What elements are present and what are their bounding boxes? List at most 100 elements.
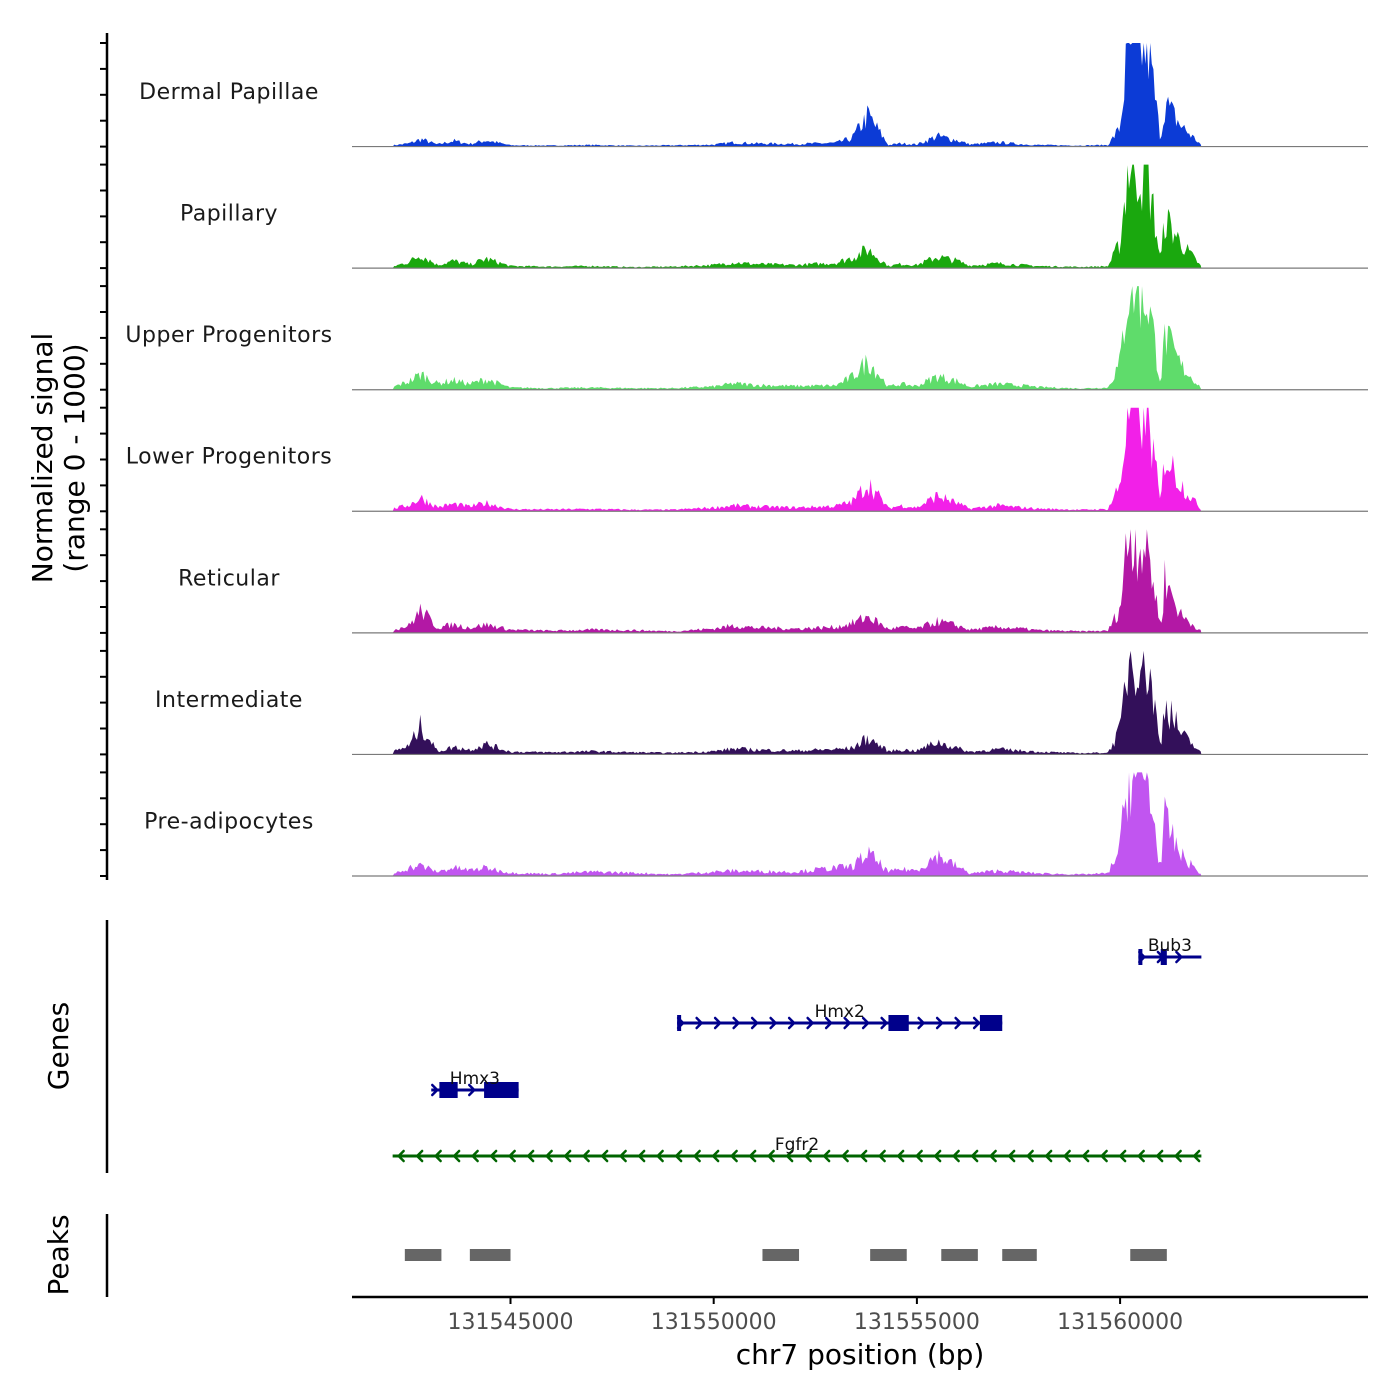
- strand-arrow: [935, 1016, 944, 1030]
- strand-arrow: [917, 1016, 925, 1030]
- coverage-area: [392, 43, 1202, 147]
- strand-arrow: [970, 1149, 979, 1163]
- peak-region: [404, 1249, 442, 1261]
- strand-arrow: [1044, 1149, 1053, 1163]
- strand-arrow: [989, 1149, 997, 1163]
- track-label: Upper Progenitors: [125, 323, 332, 348]
- strand-arrow: [695, 1016, 703, 1030]
- strand-arrow: [804, 1149, 812, 1163]
- track-label: Dermal Papillae: [139, 80, 319, 105]
- strand-arrow: [878, 1149, 886, 1163]
- gene-label: Bub3: [1148, 936, 1192, 956]
- x-tick-label: 131555000: [854, 1310, 980, 1335]
- gene-exon: [439, 1082, 458, 1098]
- y-axis-title-line1: Normalized signal: [26, 333, 59, 584]
- strand-arrow: [1118, 1149, 1127, 1163]
- gene-label: Hmx2: [815, 1002, 865, 1022]
- x-axis: 131545000 131550000 131555000 131560000: [352, 1295, 1368, 1335]
- track-label: Intermediate: [155, 688, 303, 713]
- strand-arrow: [1100, 1149, 1108, 1163]
- coverage-area: [392, 407, 1202, 512]
- strand-arrow: [1007, 1149, 1016, 1163]
- gene-label: Fgfr2: [775, 1135, 819, 1155]
- peak-region: [469, 1249, 511, 1261]
- strand-arrow: [787, 1016, 796, 1030]
- gene-exon: [1160, 949, 1167, 965]
- strand-arrow: [1137, 1149, 1145, 1163]
- peak-track: [404, 1249, 1167, 1261]
- peak-region: [1002, 1249, 1037, 1261]
- strand-arrow: [952, 1149, 960, 1163]
- strand-arrow: [415, 1149, 424, 1163]
- coverage-area: [392, 772, 1202, 876]
- track-reticular: [352, 529, 1368, 634]
- gene-exon: [677, 1015, 682, 1031]
- strand-arrow: [896, 1149, 905, 1163]
- strand-arrow: [1174, 1149, 1182, 1163]
- peak-region: [1130, 1249, 1167, 1261]
- x-tick-label: 131545000: [448, 1310, 574, 1335]
- strand-arrow: [806, 1016, 814, 1030]
- strand-arrow: [972, 1016, 981, 1030]
- peak-region: [870, 1249, 907, 1261]
- track-label: Pre-adipocytes: [144, 809, 314, 834]
- strand-arrow: [582, 1149, 590, 1163]
- coverage-area: [392, 529, 1202, 633]
- strand-arrow: [637, 1149, 646, 1163]
- gene-exon: [484, 1082, 519, 1098]
- coverage-area: [392, 164, 1202, 269]
- strand-arrow: [508, 1149, 516, 1163]
- strand-arrow: [674, 1149, 683, 1163]
- strand-arrow: [467, 1083, 476, 1097]
- strand-arrow: [471, 1149, 479, 1163]
- strand-arrow: [730, 1149, 738, 1163]
- strand-arrow: [748, 1149, 757, 1163]
- strand-arrow: [600, 1149, 609, 1163]
- strand-arrow: [824, 1016, 833, 1030]
- strand-arrow: [785, 1149, 794, 1163]
- track-label: Lower Progenitors: [126, 445, 332, 470]
- track-labels: Dermal Papillae Papillary Upper Progenitor…: [125, 80, 332, 834]
- strand-arrow: [693, 1149, 701, 1163]
- gene-track: Bub3 Hmx2 Hmx3 Fgfr2: [392, 936, 1202, 1163]
- track-upper-progenitors: [352, 286, 1368, 391]
- strand-arrow: [1081, 1149, 1090, 1163]
- left-axes: [100, 33, 109, 1297]
- genes-panel-label: Genes: [42, 1002, 75, 1090]
- strand-arrow: [452, 1149, 461, 1163]
- strand-arrow: [1026, 1149, 1034, 1163]
- strand-arrow: [841, 1149, 849, 1163]
- strand-arrow: [861, 1016, 870, 1030]
- strand-arrow: [656, 1149, 664, 1163]
- strand-arrow: [933, 1149, 942, 1163]
- gene-hmx3: Hmx3: [430, 1069, 519, 1098]
- gene-exon: [888, 1015, 909, 1031]
- gene-exon: [1138, 949, 1143, 965]
- strand-arrow: [880, 1016, 888, 1030]
- peak-region: [762, 1249, 800, 1261]
- x-axis-title: chr7 position (bp): [736, 1338, 985, 1371]
- track-papillary: [352, 164, 1368, 269]
- track-intermediate: [352, 650, 1368, 756]
- strand-arrow: [397, 1149, 405, 1163]
- x-tick-label: 131550000: [651, 1310, 777, 1335]
- strand-arrow: [769, 1016, 777, 1030]
- gene-fgfr2: Fgfr2: [392, 1135, 1202, 1163]
- strand-arrow: [1192, 1149, 1201, 1163]
- strand-arrow: [732, 1016, 740, 1030]
- strand-arrow: [526, 1149, 535, 1163]
- coverage-area: [392, 650, 1202, 755]
- strand-arrow: [767, 1149, 775, 1163]
- gene-exon: [979, 1015, 1003, 1031]
- track-label: Reticular: [178, 566, 280, 591]
- track-pre-adipocytes: [352, 772, 1368, 877]
- strand-arrow: [489, 1149, 498, 1163]
- strand-arrow: [711, 1149, 720, 1163]
- strand-arrow: [1155, 1149, 1164, 1163]
- peaks-panel-label: Peaks: [42, 1214, 75, 1295]
- coverage-tracks: [352, 43, 1368, 877]
- track-dermal-papillae: [352, 43, 1368, 148]
- gene-hmx2: Hmx2: [676, 1002, 1003, 1031]
- strand-arrow: [822, 1149, 831, 1163]
